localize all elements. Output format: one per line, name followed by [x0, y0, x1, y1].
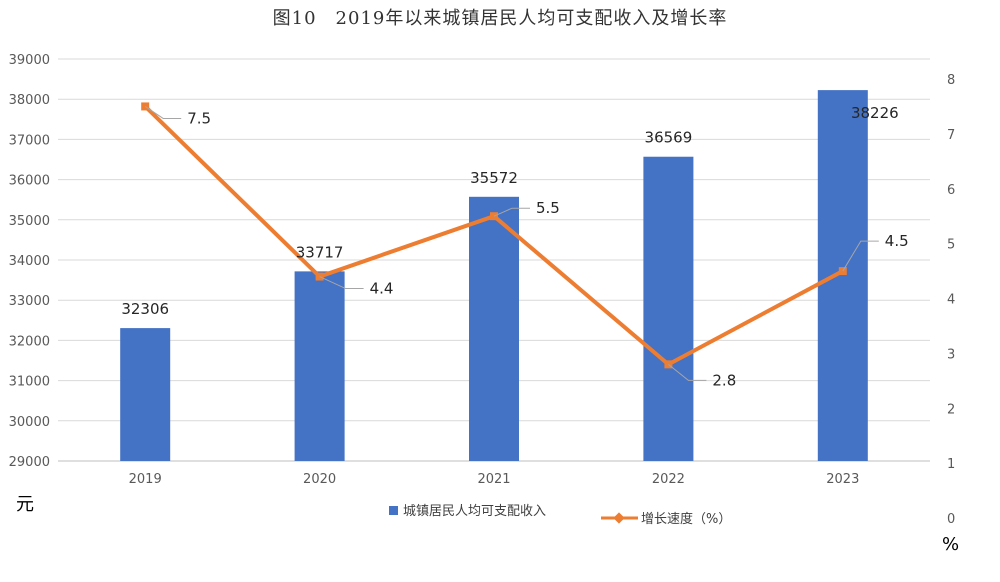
y-left-tick-label: 38000	[9, 93, 50, 108]
x-tick-label: 2021	[477, 472, 510, 487]
y-right-tick-label: 1	[947, 457, 955, 472]
legend: 城镇居民人均可支配收入 增长速度（%）	[389, 504, 731, 527]
y-left-tick-label: 32000	[9, 334, 50, 349]
bar-data-label: 35572	[470, 169, 518, 187]
bar-data-label: 38226	[851, 104, 899, 122]
bar	[120, 328, 171, 461]
y-right-tick-label: 0	[947, 512, 955, 527]
bar	[469, 196, 519, 461]
line-data-label: 5.5	[536, 199, 560, 217]
legend-line-label: 增长速度（%）	[641, 511, 731, 527]
y-right-tick-label: 7	[947, 128, 955, 143]
x-tick-label: 2019	[129, 472, 162, 487]
legend-bar-label: 城镇居民人均可支配收入	[403, 504, 546, 519]
y-right-tick-label: 8	[947, 73, 955, 88]
data-labels: 32306 33717 35572 36569 38226 7.5 4.4 5.5 2.8 4.5	[121, 104, 908, 389]
bar-data-label: 33717	[296, 243, 344, 261]
y-right-tick-label: 3	[947, 347, 955, 362]
line-data-label: 2.8	[712, 371, 736, 389]
y-right-tick-label: 2	[947, 402, 955, 417]
bar	[643, 156, 694, 461]
bar-data-label: 36569	[645, 129, 693, 147]
line-data-label: 7.5	[187, 109, 211, 127]
line-data-label: 4.5	[885, 232, 909, 250]
line-data-label: 4.4	[370, 280, 394, 298]
y-left-tick-label: 33000	[9, 294, 50, 309]
bar-series	[120, 90, 868, 461]
y-left-tick-label: 35000	[9, 214, 50, 229]
chart-title: 图10 2019年以来城镇居民人均可支配收入及增长率	[273, 8, 728, 29]
y-left-axis: 29000 30000 31000 32000 33000 34000 35000 36000…	[9, 53, 50, 470]
y-left-tick-label: 39000	[9, 53, 50, 68]
x-tick-label: 2022	[652, 472, 685, 487]
bar	[817, 90, 868, 461]
y-left-tick-label: 36000	[9, 174, 50, 189]
leader-line	[144, 106, 182, 119]
y-left-tick-label: 29000	[9, 455, 50, 470]
leader-line	[319, 276, 364, 290]
y-left-tick-label: 34000	[9, 254, 50, 269]
y-left-tick-label: 30000	[9, 415, 50, 430]
y-left-unit: 元	[16, 494, 34, 515]
bar-data-label: 32306	[121, 300, 169, 318]
y-right-tick-label: 4	[947, 293, 955, 308]
y-right-unit: %	[942, 534, 959, 555]
bar	[294, 271, 345, 461]
y-right-tick-label: 6	[947, 183, 955, 198]
x-axis: 2019 2020 2021 2022 2023	[129, 472, 860, 487]
legend-bar-swatch	[389, 506, 398, 515]
leader-line	[668, 363, 707, 381]
legend-line-marker	[613, 512, 625, 524]
y-left-tick-label: 31000	[9, 375, 50, 390]
y-right-axis: 0 1 2 3 4 5 6 7 8	[947, 73, 955, 527]
y-left-tick-label: 37000	[9, 133, 50, 148]
leader-line	[493, 207, 530, 217]
x-tick-label: 2020	[303, 472, 336, 487]
leader-line	[842, 240, 879, 272]
x-tick-label: 2023	[826, 472, 859, 487]
y-right-tick-label: 5	[947, 238, 955, 253]
